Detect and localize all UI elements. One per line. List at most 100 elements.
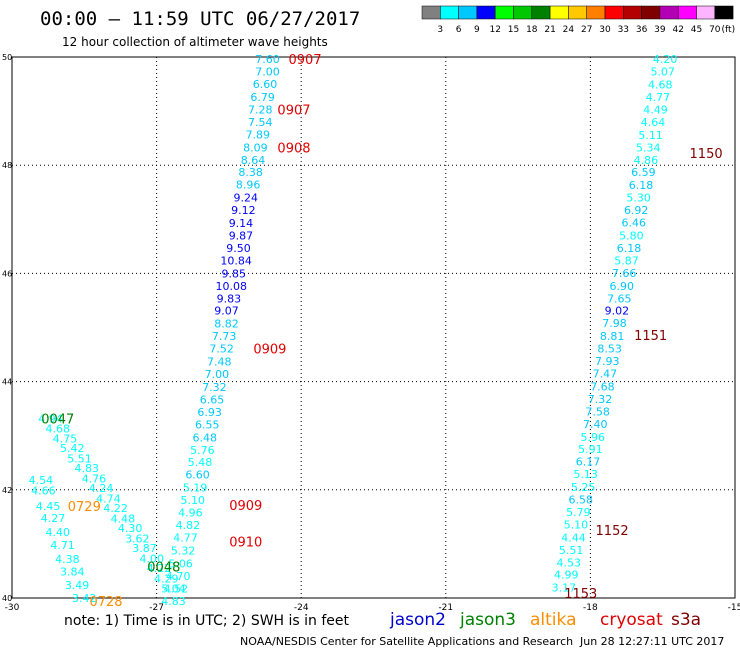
swh-value-label: 4.48: [111, 512, 136, 525]
swh-value-label: 7.32: [202, 381, 227, 394]
swh-value-label: 7.68: [590, 380, 615, 393]
swh-value-label: 6.60: [185, 469, 210, 482]
color-swatch: [549, 5, 569, 20]
swh-value-label: 6.65: [200, 393, 225, 406]
color-scale-label: 70: [709, 25, 721, 35]
color-swatch: [458, 5, 478, 20]
swh-value-label: 5.13: [573, 468, 598, 481]
swh-value-label: 5.87: [614, 254, 639, 267]
color-swatch: [586, 5, 606, 20]
swh-value-label: 4.82: [176, 519, 201, 532]
swh-value-label: 4.53: [556, 556, 581, 569]
swh-value-label: 5.34: [636, 141, 661, 154]
swh-value-label: 7.32: [588, 393, 613, 406]
swh-value-label: 4.86: [634, 154, 659, 167]
mission-legend: note: 1) Time is in UTC; 2) SWH is in fe…: [64, 610, 701, 630]
x-tick-label: -27: [149, 603, 164, 613]
color-scale-label: 39: [654, 25, 666, 35]
pass-time-label: 0729: [68, 500, 101, 515]
swh-value-label: 6.90: [609, 280, 634, 293]
swh-value-label: 7.28: [248, 103, 273, 116]
swh-value-label: 5.11: [638, 129, 663, 142]
swh-value-label: 4.22: [147, 562, 172, 575]
y-tick-label: 46: [2, 269, 12, 278]
swh-value-label: 7.54: [248, 116, 273, 129]
swh-value-label: 4.24: [89, 482, 114, 495]
swh-value-label: 6.59: [631, 166, 656, 179]
color-swatch: [440, 5, 459, 20]
color-scale-label: 24: [563, 25, 575, 35]
swh-value-label: 5.96: [581, 431, 606, 444]
pass-time-label: 0048: [147, 561, 180, 576]
swh-value-label: 4.94: [38, 412, 63, 425]
swh-value-label: 4.30: [118, 522, 143, 535]
swh-value-label: 4.29: [154, 573, 179, 586]
color-scale-label: 33: [618, 25, 629, 35]
swh-value-label: 8.53: [597, 343, 622, 356]
swh-value-label: 3.17: [552, 582, 577, 595]
swh-value-label: 3.84: [60, 565, 85, 578]
swh-value-label: 6.18: [629, 179, 654, 192]
swh-value-label: 7.98: [602, 317, 627, 330]
x-tick-label: -21: [438, 603, 453, 613]
color-scale-label: 45: [691, 25, 702, 35]
swh-value-label: 4.00: [140, 553, 165, 566]
swh-value-label: 4.71: [50, 539, 75, 552]
x-tick-label: -30: [5, 603, 20, 613]
swh-value-label: 4.44: [561, 531, 586, 544]
swh-value-label: 8.96: [236, 179, 261, 192]
color-swatch: [659, 5, 679, 20]
legend-jason2: jason2: [389, 610, 446, 630]
swh-value-label: 3.87: [132, 542, 157, 555]
legend-jason3: jason3: [459, 610, 516, 630]
swh-value-label: 7.58: [585, 405, 610, 418]
swh-value-label: 9.07: [214, 305, 239, 318]
color-scale-label: 42: [672, 25, 683, 35]
chart-subtitle: 12 hour collection of altimeter wave hei…: [62, 35, 328, 49]
x-tick-label: -18: [583, 603, 598, 613]
color-scale-label: 27: [581, 25, 592, 35]
swh-value-label: 5.91: [578, 443, 603, 456]
swh-value-label: 5.80: [619, 230, 644, 243]
swh-value-label: 8.09: [243, 141, 268, 154]
color-scale-bar: 3 6 9 12 15 18 21 24 27 30 33 36 39 42 45 70 (ft): [421, 5, 736, 35]
swh-value-label: 6.46: [622, 217, 647, 230]
y-tick-label: 42: [2, 486, 12, 495]
pass-time-label: 0907: [289, 53, 322, 68]
pass-time-label: 1151: [634, 329, 667, 344]
swh-value-label: 4.96: [178, 507, 203, 520]
color-scale-label: 12: [489, 25, 500, 35]
color-swatch: [494, 5, 514, 20]
swh-value-label: 7.60: [255, 53, 280, 66]
color-swatch: [568, 5, 587, 20]
color-scale-unit: (ft): [722, 25, 736, 35]
color-scale-label: 18: [526, 25, 538, 35]
swh-value-label: 4.77: [646, 91, 671, 104]
swh-value-label: 7.73: [212, 330, 237, 343]
swh-value-label: 4.75: [53, 432, 78, 445]
swh-value-label: 5.04: [161, 582, 186, 595]
swh-value-label: 4.27: [41, 512, 66, 525]
swh-value-label: 6.93: [197, 406, 222, 419]
swh-value-label: 9.83: [217, 292, 242, 305]
swh-value-label: 4.83: [161, 595, 186, 608]
swh-value-label: 4.22: [103, 502, 128, 515]
swh-value-label: 4.83: [74, 462, 99, 475]
swh-value-label: 6.55: [195, 418, 220, 431]
swh-value-label: 5.32: [171, 544, 196, 557]
x-tick-label: -24: [294, 603, 309, 613]
color-swatch: [623, 5, 642, 20]
swh-value-label: 4.52: [164, 582, 189, 595]
swh-value-label: 5.10: [564, 518, 589, 531]
swh-value-label: 7.48: [207, 356, 232, 369]
swh-value-label: 9.24: [234, 192, 259, 205]
swh-value-label: 7.66: [612, 267, 637, 280]
swh-value-label: 6.58: [569, 494, 594, 507]
swh-value-label: 9.50: [226, 242, 251, 255]
swh-value-label: 4.77: [173, 531, 198, 544]
swh-value-label: 3.49: [65, 579, 90, 592]
swh-value-label: 9.85: [221, 267, 246, 280]
color-scale-label: 3: [437, 25, 443, 35]
pass-time-label: 1153: [564, 587, 597, 602]
pass-time-label: 1150: [690, 147, 723, 162]
